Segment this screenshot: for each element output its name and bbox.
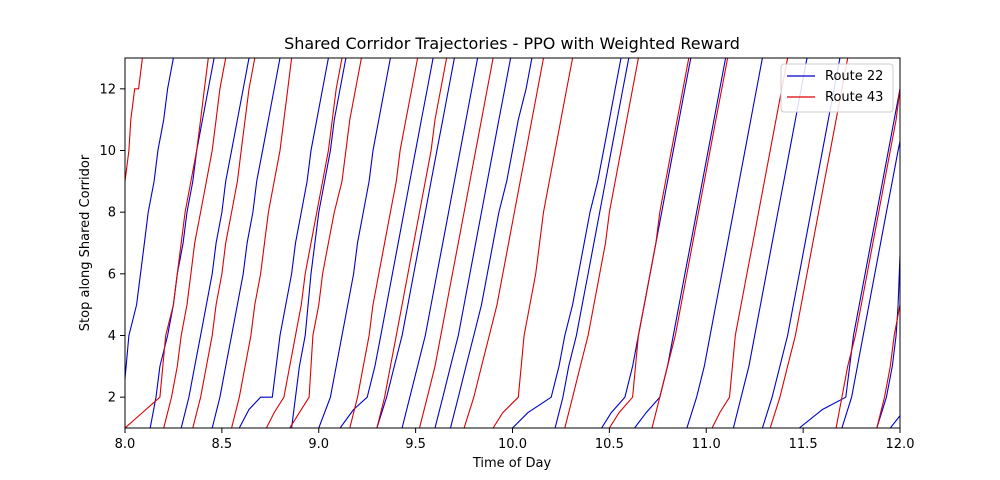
y-tick-label: 4 xyxy=(108,329,116,344)
legend-route-43-label: Route 43 xyxy=(825,90,883,105)
y-tick-label: 12 xyxy=(99,82,116,97)
route-22-trajectory-10 xyxy=(434,58,512,428)
route-43-trajectory-2 xyxy=(163,58,227,428)
route-43-trajectory-16 xyxy=(769,58,849,428)
route-43-trajectory-3 xyxy=(192,58,256,428)
route-43-trajectory-6 xyxy=(289,58,362,428)
route-22-trajectory-3 xyxy=(211,58,281,428)
y-axis-label: Stop along Shared Corridor xyxy=(78,154,93,331)
route-43-trajectory-7 xyxy=(349,58,419,428)
route-43-trajectory-18 xyxy=(876,304,900,428)
x-axis-ticks: 8.0 8.5 9.0 9.5 10.0 10.5 11.0 11.5 12.0 xyxy=(115,428,915,452)
route-43-trajectory-14 xyxy=(651,58,729,428)
route-22-trajectory-20 xyxy=(841,141,900,428)
route-22-trajectory-1 xyxy=(149,58,215,428)
x-axis-label: Time of Day xyxy=(472,456,552,471)
route-22-trajectory-12 xyxy=(512,58,622,428)
x-tick-label: 10.0 xyxy=(498,437,527,452)
series-layer xyxy=(125,58,900,428)
route-43-trajectory-12 xyxy=(564,58,639,428)
x-tick-label: 9.0 xyxy=(308,437,329,452)
route-22-trajectory-6 xyxy=(318,58,391,428)
route-43-trajectory-4 xyxy=(231,58,293,428)
x-tick-label: 8.5 xyxy=(212,437,233,452)
route-22-trajectory-8 xyxy=(376,58,455,428)
route-43-trajectory-8 xyxy=(376,58,448,428)
y-tick-label: 10 xyxy=(99,144,116,159)
route-43-trajectory-11 xyxy=(492,58,574,428)
route-43-trajectory-10 xyxy=(463,58,545,428)
x-tick-label: 9.5 xyxy=(405,437,426,452)
y-tick-label: 2 xyxy=(108,391,116,406)
route-22-trajectory-7 xyxy=(339,58,434,428)
chart-title: Shared Corridor Trajectories - PPO with … xyxy=(284,34,740,53)
x-tick-label: 12.0 xyxy=(886,437,915,452)
route-22-trajectory-0 xyxy=(125,58,174,379)
route-43-trajectory-13 xyxy=(608,58,690,428)
route-43-trajectory-1 xyxy=(125,58,209,428)
route-22-trajectory-11 xyxy=(449,58,533,428)
route-43-trajectory-17 xyxy=(835,88,900,428)
route-22-trajectory-17 xyxy=(732,58,808,428)
route-22-trajectory-13 xyxy=(554,58,630,428)
y-tick-label: 6 xyxy=(108,267,116,282)
route-22-trajectory-21 xyxy=(876,255,900,428)
route-22-trajectory-22 xyxy=(889,415,900,428)
x-tick-label: 11.5 xyxy=(789,437,818,452)
route-43-trajectory-9 xyxy=(418,58,494,428)
x-tick-label: 8.0 xyxy=(115,437,136,452)
x-tick-label: 10.5 xyxy=(595,437,624,452)
route-22-trajectory-5 xyxy=(291,58,347,428)
route-22-trajectory-18 xyxy=(761,58,841,428)
y-axis-ticks: 2 4 6 8 10 12 xyxy=(99,82,125,406)
route-22-trajectory-16 xyxy=(686,58,763,428)
y-tick-label: 8 xyxy=(108,206,116,221)
legend: Route 22 Route 43 xyxy=(780,63,894,113)
route-43-trajectory-15 xyxy=(711,58,789,428)
route-43-trajectory-5 xyxy=(265,58,343,428)
x-tick-label: 11.0 xyxy=(692,437,721,452)
route-43-trajectory-0 xyxy=(125,58,143,182)
route-22-trajectory-2 xyxy=(180,58,250,428)
route-22-trajectory-9 xyxy=(401,58,479,428)
legend-route-22-label: Route 22 xyxy=(825,69,883,84)
route-22-trajectory-4 xyxy=(238,58,329,428)
